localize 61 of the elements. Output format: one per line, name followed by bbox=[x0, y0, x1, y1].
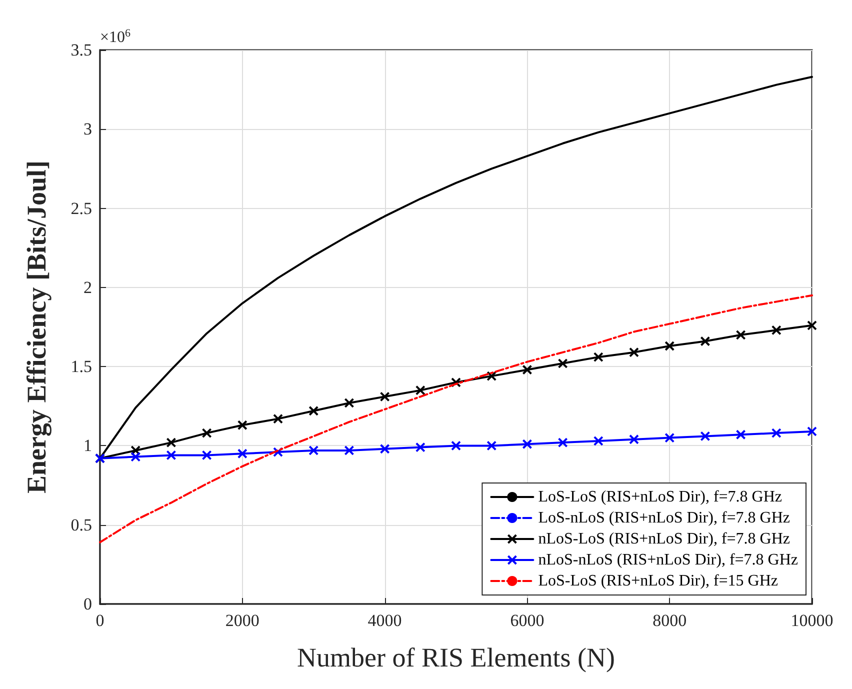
point bbox=[202, 428, 212, 438]
point bbox=[451, 377, 461, 388]
y-tick-label: 0.5 bbox=[70, 515, 92, 534]
point bbox=[415, 442, 426, 452]
x-tick-label: 4000 bbox=[368, 611, 402, 630]
point bbox=[807, 426, 817, 436]
point bbox=[451, 440, 461, 451]
legend-label: nLoS-nLoS (RIS+nLoS Dir), f=7.8 GHz bbox=[538, 552, 798, 568]
legend-label: LoS-nLoS (RIS+nLoS Dir), f=7.8 GHz bbox=[538, 510, 790, 526]
point bbox=[130, 445, 141, 456]
y-tick-label: 0 bbox=[84, 594, 92, 614]
point bbox=[380, 444, 390, 454]
legend-label: LoS-LoS (RIS+nLoS Dir), f=15 GHz bbox=[538, 572, 778, 590]
y-tick-label: 2.5 bbox=[70, 198, 92, 218]
point bbox=[308, 406, 319, 416]
point bbox=[700, 431, 710, 442]
point bbox=[736, 330, 746, 340]
x-tick-label: 8000 bbox=[652, 611, 687, 630]
y-axis-title: Energy Efficiency [Bits/Joul] bbox=[22, 160, 52, 494]
point bbox=[273, 414, 283, 424]
point bbox=[593, 436, 604, 446]
point bbox=[807, 320, 817, 330]
point bbox=[486, 440, 497, 451]
x-tick-label: 0 bbox=[96, 611, 104, 630]
point bbox=[629, 347, 639, 358]
point bbox=[522, 364, 532, 375]
point bbox=[202, 450, 212, 460]
point bbox=[308, 445, 319, 456]
point bbox=[166, 450, 176, 460]
point bbox=[664, 340, 675, 351]
point bbox=[558, 358, 568, 368]
point bbox=[415, 385, 426, 396]
point bbox=[344, 398, 354, 408]
point bbox=[237, 448, 248, 459]
x-tick-label: 2000 bbox=[225, 611, 260, 630]
point bbox=[522, 439, 532, 450]
legend-label: LoS-LoS (RIS+nLoS Dir), f=7.8 GHz bbox=[538, 488, 782, 506]
point bbox=[237, 420, 248, 430]
point bbox=[486, 371, 497, 382]
point bbox=[771, 325, 782, 336]
y-tick-label: 1.5 bbox=[70, 357, 92, 376]
point bbox=[166, 438, 176, 448]
point bbox=[736, 430, 746, 440]
point bbox=[629, 434, 639, 444]
point bbox=[593, 352, 604, 362]
point bbox=[558, 438, 568, 448]
point bbox=[380, 392, 390, 402]
x-tick-label: 10000 bbox=[790, 611, 834, 630]
x-tick-label: 6000 bbox=[510, 611, 544, 630]
point bbox=[700, 336, 710, 346]
y-tick-label: 2 bbox=[84, 278, 92, 297]
point bbox=[130, 452, 141, 462]
y-tick-label: 3.5 bbox=[70, 40, 92, 60]
y-tick-label: 3 bbox=[84, 120, 92, 139]
point bbox=[273, 447, 283, 458]
legend-label: nLoS-LoS (RIS+nLoS Dir), f=7.8 GHz bbox=[538, 530, 790, 548]
y-tick-label: 1 bbox=[84, 436, 92, 456]
x-axis-title: Number of RIS Elements (N) bbox=[297, 642, 615, 672]
point bbox=[664, 432, 675, 443]
point bbox=[344, 445, 354, 456]
point bbox=[771, 428, 782, 438]
